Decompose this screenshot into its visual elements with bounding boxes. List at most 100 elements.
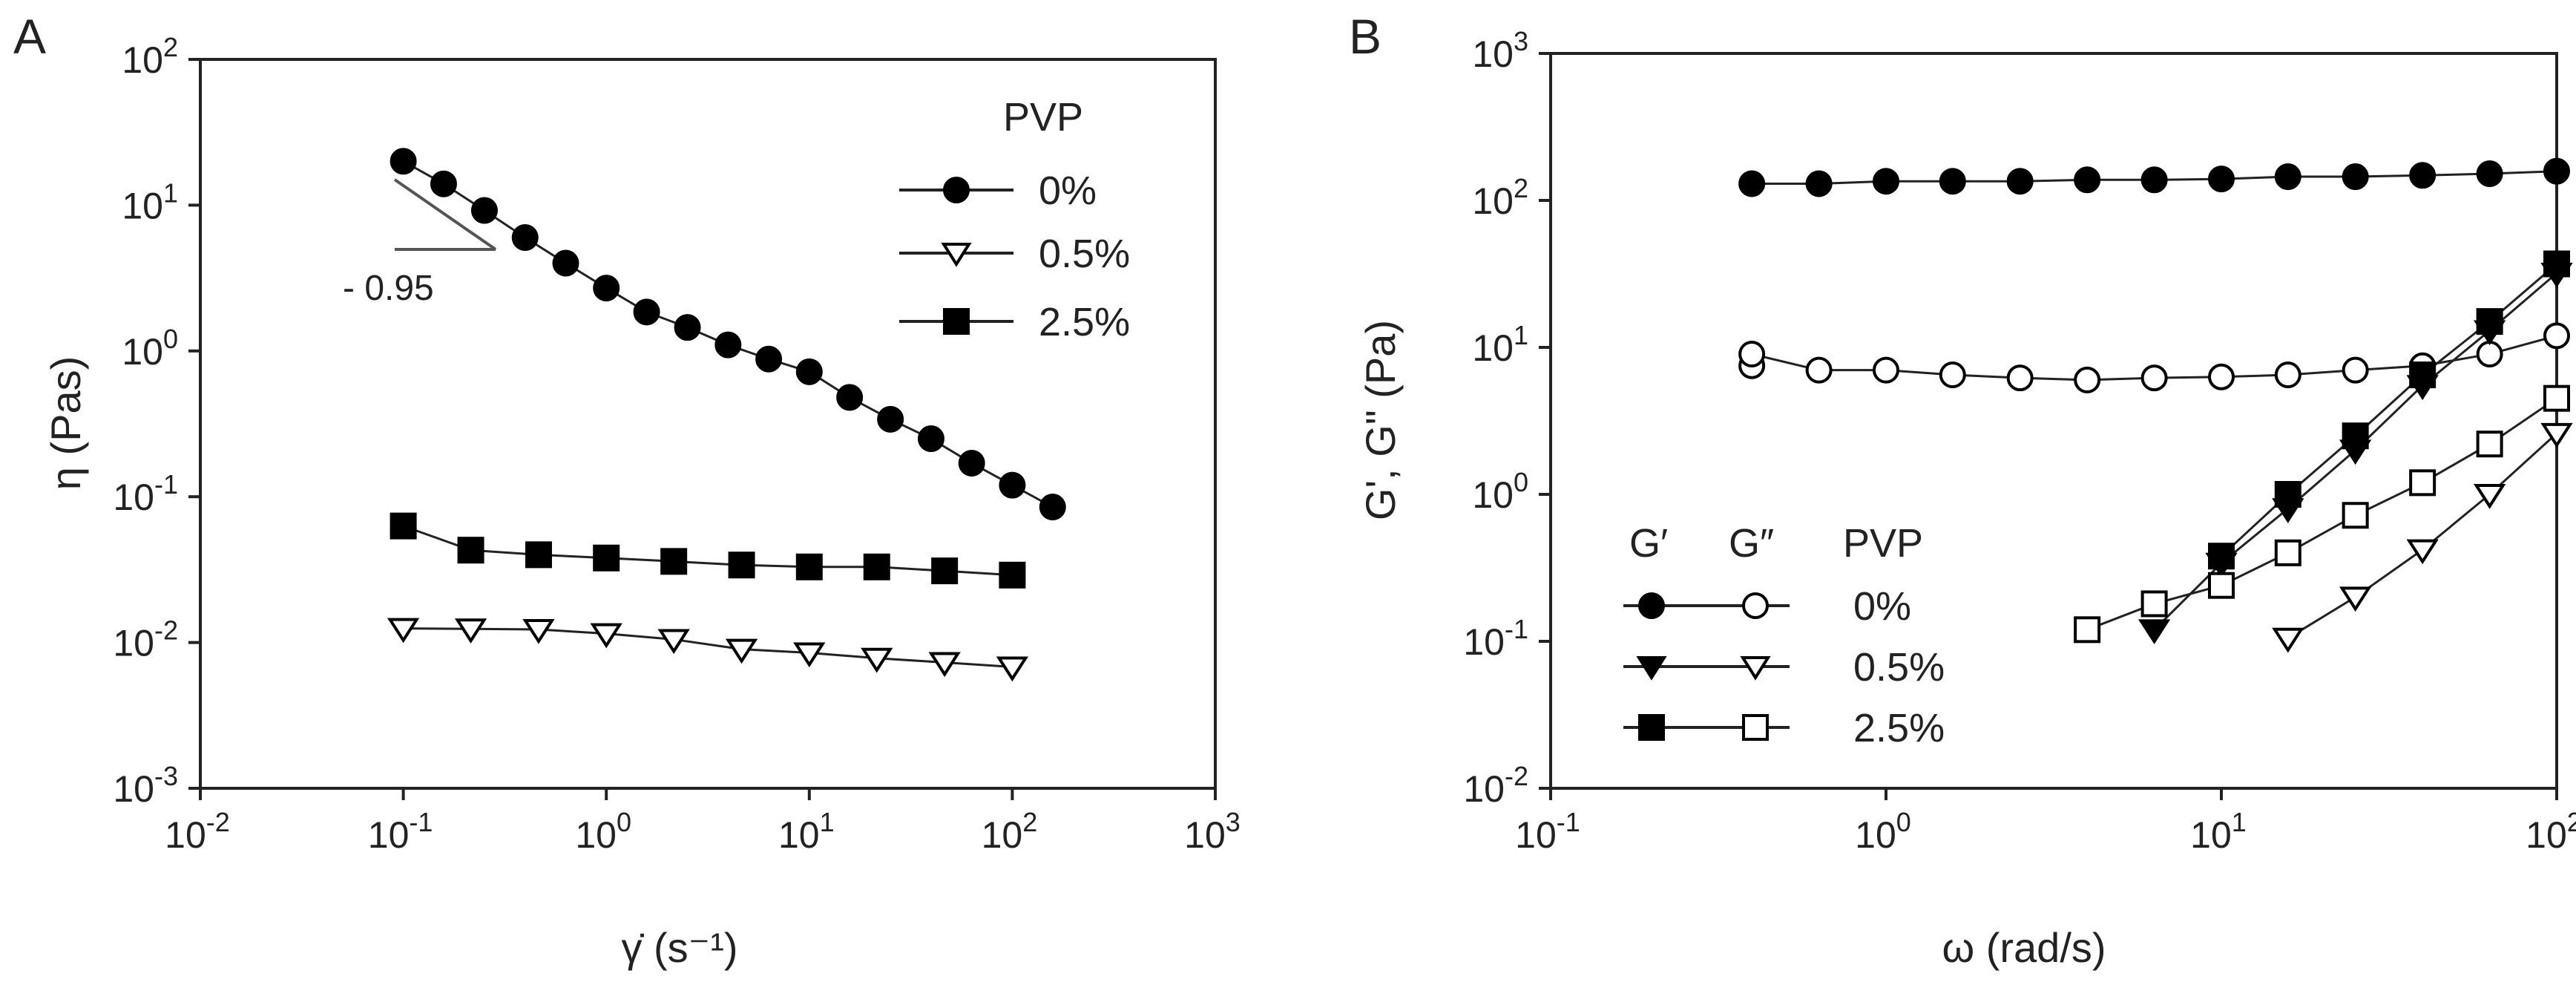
- data-point: [725, 638, 758, 664]
- panel-b-x-axis-title: ω (rad/s): [1942, 924, 2106, 971]
- x-tick-label: 100: [1855, 807, 1911, 856]
- data-point: [633, 298, 660, 326]
- data-point: [714, 331, 742, 359]
- data-point: [2342, 502, 2369, 529]
- x-tick-label: 10-2: [165, 807, 230, 856]
- legend-label-0pct: 0%: [1039, 168, 1097, 213]
- series-2: [387, 618, 1029, 682]
- x-tick-label: 100: [575, 807, 631, 856]
- y-tick-label: 100: [1472, 467, 1528, 516]
- panel-a-y-ticks: 10-3 10-2 10-1 100 101 102: [113, 32, 200, 810]
- x-tick-label: 10-1: [368, 807, 433, 856]
- y-tick-label: 10-1: [1463, 614, 1528, 663]
- panel-a-x-axis-title: γ̇ (s⁻¹): [621, 924, 737, 971]
- data-point: [470, 197, 498, 224]
- data-point: [390, 148, 417, 175]
- data-point: [590, 623, 622, 649]
- data-point: [795, 358, 823, 385]
- data-point: [511, 223, 539, 251]
- panel-b-y-ticks: 10-2 10-1 100 101 102 103: [1463, 26, 1551, 810]
- legend-marker-filled-circle: [1638, 592, 1665, 619]
- data-point: [1738, 341, 1766, 368]
- panel-a-label: A: [13, 9, 46, 64]
- panel-b-y-axis-title: G', G" (Pa): [1357, 320, 1404, 520]
- data-point: [2274, 361, 2301, 389]
- data-point: [2476, 160, 2503, 187]
- y-tick-label: 100: [122, 324, 178, 373]
- data-point: [2342, 422, 2369, 450]
- panel-b-legend-header-gpp: G″: [1729, 521, 1774, 566]
- data-point: [2543, 322, 2570, 350]
- data-point: [2274, 539, 2301, 566]
- y-tick-label: 101: [122, 177, 178, 226]
- panel-b-x-ticks: 10-1 100 101 102: [1515, 788, 2576, 856]
- series-line: [403, 627, 1013, 668]
- data-point: [593, 275, 620, 302]
- data-point: [2006, 168, 2034, 195]
- data-point: [2476, 431, 2503, 458]
- data-point: [795, 553, 823, 580]
- data-point: [2140, 590, 2168, 618]
- data-point: [2476, 341, 2503, 368]
- y-tick-label: 102: [1472, 173, 1528, 222]
- series-line: [2287, 432, 2558, 640]
- panel-a-legend-row-2: 2.5%: [899, 300, 1130, 344]
- data-point: [2140, 364, 2168, 392]
- data-point: [2208, 166, 2235, 193]
- y-tick-label: 10-2: [113, 615, 178, 664]
- panel-a-y-axis-title: η (Pas): [42, 356, 89, 491]
- data-point: [552, 249, 579, 277]
- legend-marker-open-square: [1742, 714, 1769, 741]
- y-tick-label: 102: [122, 32, 178, 81]
- panel-b-plot-frame: [1549, 52, 2558, 790]
- series-line: [403, 525, 1013, 577]
- data-point: [2342, 163, 2369, 191]
- data-point: [1805, 170, 1833, 197]
- legend-marker-open-triangle: [941, 243, 972, 267]
- data-point: [2272, 627, 2304, 653]
- data-point: [2540, 422, 2573, 448]
- data-point: [2006, 364, 2034, 392]
- series-6: [2074, 384, 2570, 644]
- data-point: [430, 170, 457, 197]
- data-point: [861, 647, 893, 673]
- legend-marker-filled-circle: [943, 177, 970, 203]
- slope-hypotenuse: [393, 178, 497, 251]
- data-point: [877, 405, 904, 433]
- y-tick-label: 103: [1472, 26, 1528, 75]
- panel-a-series: [387, 148, 1066, 682]
- panel-b-series: [1738, 157, 2573, 653]
- data-point: [917, 425, 944, 453]
- data-point: [2074, 166, 2101, 194]
- series-5: [2208, 250, 2570, 570]
- panel-b-legend-row-2: 2.5%: [1623, 706, 1945, 750]
- data-point: [1039, 494, 1066, 521]
- data-point: [2543, 157, 2570, 185]
- data-point: [387, 618, 420, 644]
- data-point: [1939, 361, 1966, 389]
- panel-a-legend-row-0: 0%: [899, 168, 1097, 213]
- panel-b-legend-header-gp: G′: [1629, 521, 1668, 566]
- data-point: [2274, 163, 2301, 191]
- data-point: [836, 384, 864, 411]
- data-point: [728, 552, 755, 579]
- legend-marker-open-triangle: [1740, 656, 1771, 681]
- data-point: [657, 629, 690, 655]
- data-point: [525, 541, 552, 569]
- panel-a-x-ticks: 10-2 10-1 100 101 102 103: [165, 788, 1241, 856]
- data-point: [2543, 250, 2570, 278]
- slope-label: - 0.95: [343, 269, 434, 308]
- panel-a-chart: A 10-2 10-1 100 101 102 103 10-310-210-110010…: [13, 9, 1241, 971]
- data-point: [999, 561, 1026, 589]
- data-point: [1738, 170, 1766, 197]
- series-1: [390, 148, 1066, 521]
- data-point: [593, 544, 620, 572]
- legend-marker-filled-square: [1638, 714, 1665, 741]
- data-point: [2339, 586, 2372, 612]
- data-point: [2208, 543, 2235, 570]
- data-point: [1805, 356, 1833, 384]
- data-point: [2409, 361, 2437, 389]
- y-tick-label: 10-3: [113, 761, 178, 810]
- data-point: [674, 314, 701, 341]
